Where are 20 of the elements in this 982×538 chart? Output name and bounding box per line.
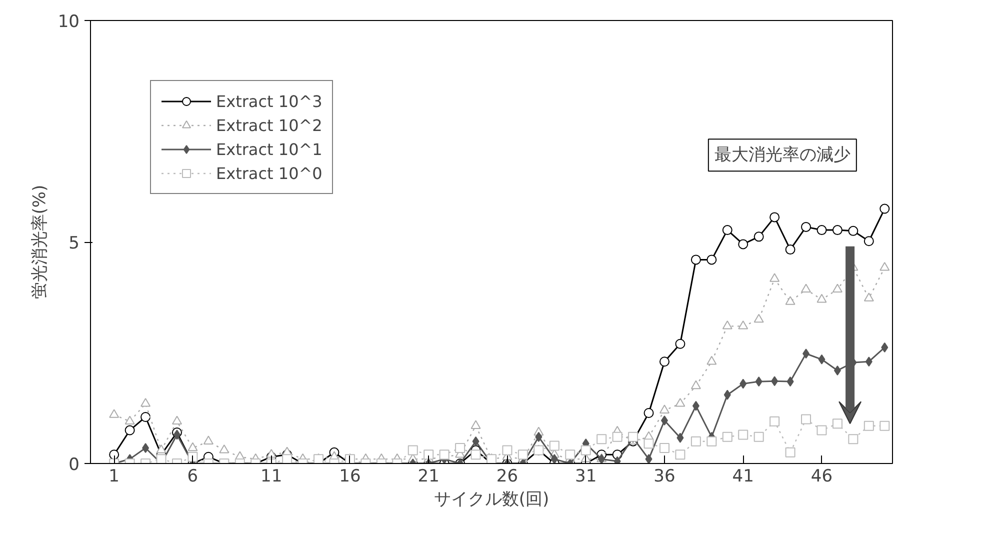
x-tick-label: 36 <box>654 466 676 486</box>
y-tick-label: 10 <box>58 12 80 32</box>
x-tick-label: 6 <box>187 466 198 486</box>
x-tick-label: 46 <box>810 466 833 486</box>
x-tick-label: 21 <box>418 466 440 486</box>
x-axis-title: サイクル数(回) <box>434 490 550 510</box>
legend-label: Extract 10^1 <box>216 140 322 158</box>
y-tick-label: 0 <box>68 455 80 475</box>
annotation: 最大消光率の減少 <box>714 145 850 166</box>
legend-label: Extract 10^0 <box>216 164 322 182</box>
x-tick-label: 11 <box>260 466 282 486</box>
y-axis-title: 蛍光消光率(%) <box>30 184 50 300</box>
x-tick-label: 16 <box>339 466 361 486</box>
legend-label: Extract 10^2 <box>216 116 322 134</box>
y-tick-label: 5 <box>68 234 80 254</box>
x-tick-label: 31 <box>575 466 597 486</box>
x-tick-label: 41 <box>732 466 754 486</box>
x-tick-label: 26 <box>496 466 518 486</box>
x-tick-label: 1 <box>108 466 120 486</box>
legend-label: Extract 10^3 <box>216 92 322 110</box>
